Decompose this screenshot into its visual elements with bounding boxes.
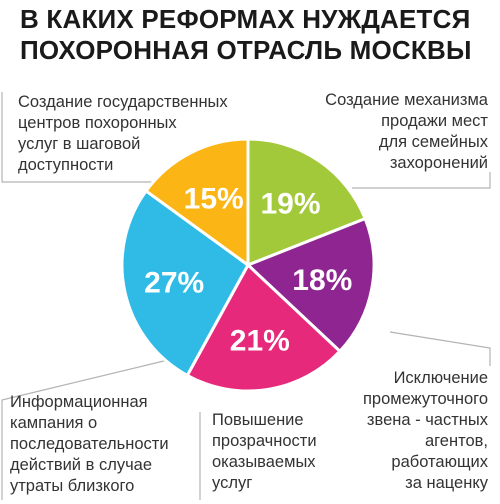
category-label-0: Создание механизма продажи мест для семе… [325,91,488,172]
pie-slice-3 [120,189,250,377]
pie-slice-2 [185,263,342,393]
leader-line-0 [352,172,491,189]
chart-title-line-2: ПОХОРОННАЯ ОТРАСЛЬ МОСКВЫ [20,35,472,65]
slice-value-labels: 19% 18%21% 27% 15% [144,183,352,358]
chart-title: В КАКИХ РЕФОРМАХ НУЖДАЕТСЯ ПОХОРОННАЯ ОТ… [20,4,490,66]
slice-value-2: 21% [230,325,290,358]
category-label-2: Повышение прозрачности оказываемых услуг [212,411,317,492]
slice-value-3: 27% [144,267,204,300]
pie-slices [120,137,376,393]
leader-line-4 [1,92,172,183]
slice-value-4: 15% [184,183,244,216]
category-label-3: Информационная кампания о последовательн… [10,393,169,495]
pie-slice-4 [144,137,250,267]
slice-value-1: 18% [292,264,352,297]
leader-line-3 [1,359,169,500]
category-label-1: Исключение промежуточного звена - частны… [363,369,488,492]
pie-slice-1 [246,217,376,353]
pie-slice-0 [246,137,367,267]
slice-value-0: 19% [260,188,320,221]
leader-line-1 [389,331,491,366]
leader-lines [1,92,491,500]
category-label-4: Создание государственных центров похорон… [18,93,228,174]
chart-title-line-1: В КАКИХ РЕФОРМАХ НУЖДАЕТСЯ [20,4,471,34]
